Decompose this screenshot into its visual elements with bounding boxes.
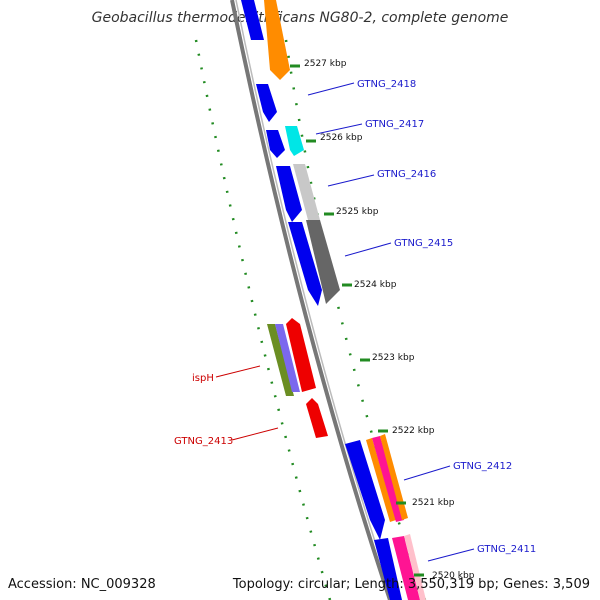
gene-isph[interactable] [286, 318, 316, 392]
gene-orange-1[interactable] [264, 0, 290, 80]
gene-label[interactable]: GTNG_2411 [477, 544, 536, 555]
gene-pink-2412[interactable] [372, 436, 404, 522]
gene-label[interactable]: ispH [192, 373, 214, 384]
kbp-label: 2523 kbp [372, 353, 415, 363]
kbp-tick-marks [290, 64, 424, 577]
gene-gtng-2413[interactable] [306, 398, 328, 438]
gene-label[interactable]: GTNG_2415 [394, 238, 453, 249]
gene-lightgray-2416[interactable] [293, 164, 320, 220]
gene-lightpink-2411[interactable] [404, 534, 426, 600]
accession-text: Accession: NC_009328 [8, 577, 156, 592]
gene-label[interactable]: GTNG_2416 [377, 169, 436, 180]
genome-summary-text: Topology: circular; Length: 3,550,319 bp… [232, 577, 590, 592]
kbp-label: 2526 kbp [320, 133, 363, 143]
gene-orange-2412[interactable] [366, 438, 396, 522]
kbp-label: 2525 kbp [336, 207, 379, 217]
gene-cyan-2417[interactable] [285, 126, 304, 156]
gene-orange-2412b[interactable] [380, 434, 408, 520]
gene-label[interactable]: GTNG_2413 [174, 436, 233, 447]
gc-ticks [194, 39, 427, 600]
gene-cds-2417-blue[interactable] [266, 130, 285, 158]
gene-cds-2416[interactable] [276, 166, 302, 222]
gene-cds-2415[interactable] [288, 222, 322, 306]
backbone-circle [230, 0, 392, 600]
gene-cds-2412[interactable] [345, 440, 385, 540]
kbp-label: 2521 kbp [412, 498, 455, 508]
gene-olive-isph[interactable] [267, 324, 294, 396]
gene-cds-1[interactable] [241, 0, 264, 40]
kbp-label: 2522 kbp [392, 426, 435, 436]
gene-cds-2418[interactable] [256, 84, 277, 122]
kbp-label: 2527 kbp [304, 59, 347, 69]
kbp-label: 2520 kbp [432, 571, 475, 581]
kbp-label: 2524 kbp [354, 280, 397, 290]
gene-label[interactable]: GTNG_2412 [453, 461, 512, 472]
gene-darkgray-2415[interactable] [306, 220, 340, 304]
gene-label[interactable]: GTNG_2418 [357, 79, 416, 90]
gene-purple-isph[interactable] [275, 324, 300, 392]
gene-label[interactable]: GTNG_2417 [365, 119, 424, 130]
gene-cds-2411[interactable] [374, 538, 402, 600]
map-title: Geobacillus thermodenitrificans NG80-2, … [91, 10, 509, 26]
label-leaders [215, 82, 475, 562]
gene-pink-2411[interactable] [392, 536, 420, 600]
